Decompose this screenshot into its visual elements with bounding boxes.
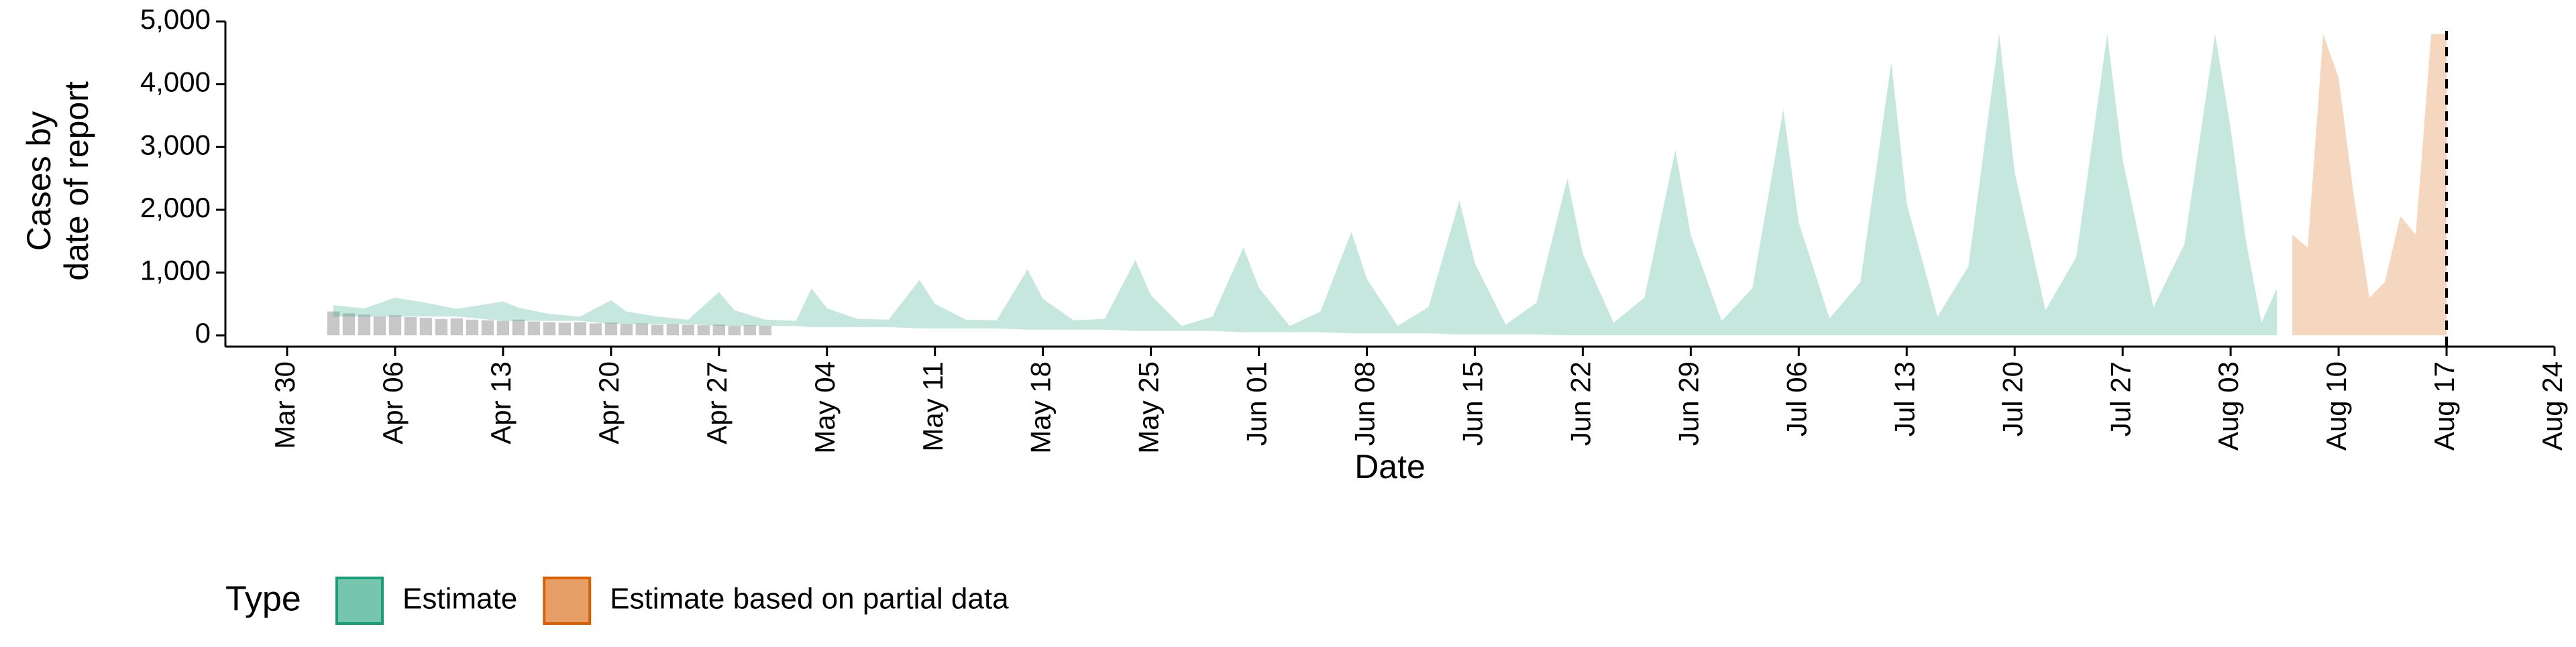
- x-tick-label: Aug 03: [2212, 361, 2244, 451]
- x-tick-label: Apr 06: [377, 361, 409, 445]
- y-tick-label: 3,000: [140, 129, 211, 160]
- x-tick-label: Aug 24: [2536, 361, 2568, 451]
- reported-bar: [419, 317, 433, 336]
- reported-bar: [373, 316, 386, 336]
- x-tick-label: Jun 08: [1349, 361, 1381, 446]
- x-tick-label: Jul 20: [1996, 361, 2028, 436]
- x-tick-label: Jun 29: [1672, 361, 1704, 446]
- reported-bar: [759, 326, 771, 336]
- y-tick-label: 2,000: [140, 192, 211, 223]
- x-tick-label: Jun 01: [1241, 361, 1273, 446]
- reported-bar: [712, 325, 725, 336]
- reported-bar: [481, 320, 494, 336]
- legend-label: Estimate: [402, 583, 517, 615]
- x-tick-label: Jul 13: [1888, 361, 1920, 436]
- legend-label: Estimate based on partial data: [610, 583, 1009, 615]
- x-tick-label: Jul 06: [1780, 361, 1812, 436]
- x-tick-label: May 25: [1133, 361, 1165, 454]
- x-tick-label: May 11: [917, 361, 949, 452]
- x-tick-label: Jun 15: [1457, 361, 1489, 446]
- reported-bar: [327, 311, 340, 336]
- reported-bar: [682, 325, 694, 336]
- reported-bar: [743, 325, 756, 336]
- reported-bar: [512, 319, 525, 336]
- x-tick-label: Aug 17: [2428, 361, 2460, 451]
- y-axis-title: date of report: [58, 81, 95, 281]
- x-tick-label: Apr 27: [701, 361, 733, 445]
- x-axis-title: Date: [1354, 448, 1426, 485]
- reported-bar: [543, 322, 556, 336]
- x-tick-label: Apr 13: [485, 361, 517, 445]
- x-tick-label: Jul 27: [2104, 361, 2136, 436]
- legend-title: Type: [225, 580, 301, 619]
- y-tick-label: 4,000: [140, 66, 211, 98]
- reported-bar: [496, 320, 510, 336]
- reported-bar: [450, 318, 464, 336]
- reported-bar: [604, 322, 618, 336]
- y-tick-label: 1,000: [140, 255, 211, 286]
- x-tick-label: May 18: [1025, 361, 1057, 454]
- reported-bar: [666, 324, 680, 336]
- x-tick-label: Aug 10: [2320, 361, 2352, 451]
- legend-swatch: [543, 577, 592, 625]
- estimate-ribbon: [333, 34, 2277, 336]
- reported-bar: [589, 323, 602, 336]
- reported-bar: [527, 321, 541, 336]
- y-tick-label: 5,000: [140, 3, 211, 35]
- reported-bar: [358, 314, 371, 336]
- y-axis-title: Cases by: [20, 111, 58, 251]
- reported-bar: [558, 322, 572, 336]
- reported-bar: [620, 324, 633, 336]
- reported-bar: [435, 318, 448, 336]
- reported-bar: [651, 325, 664, 336]
- x-tick-label: Jun 22: [1565, 361, 1597, 446]
- x-tick-label: May 04: [809, 361, 841, 454]
- reported-bar: [574, 322, 587, 336]
- estimate-ribbon: [2292, 34, 2447, 336]
- reported-bar: [635, 323, 649, 336]
- reported-bar: [728, 326, 741, 336]
- legend-swatch: [335, 577, 384, 625]
- x-tick-label: Apr 20: [593, 361, 625, 445]
- reported-bar: [342, 313, 356, 336]
- reported-bar: [404, 316, 417, 336]
- reported-bar: [388, 315, 402, 336]
- x-tick-label: Mar 30: [269, 361, 301, 449]
- y-tick-label: 0: [195, 317, 211, 349]
- reported-bar: [697, 325, 710, 336]
- reported-bar: [466, 319, 479, 336]
